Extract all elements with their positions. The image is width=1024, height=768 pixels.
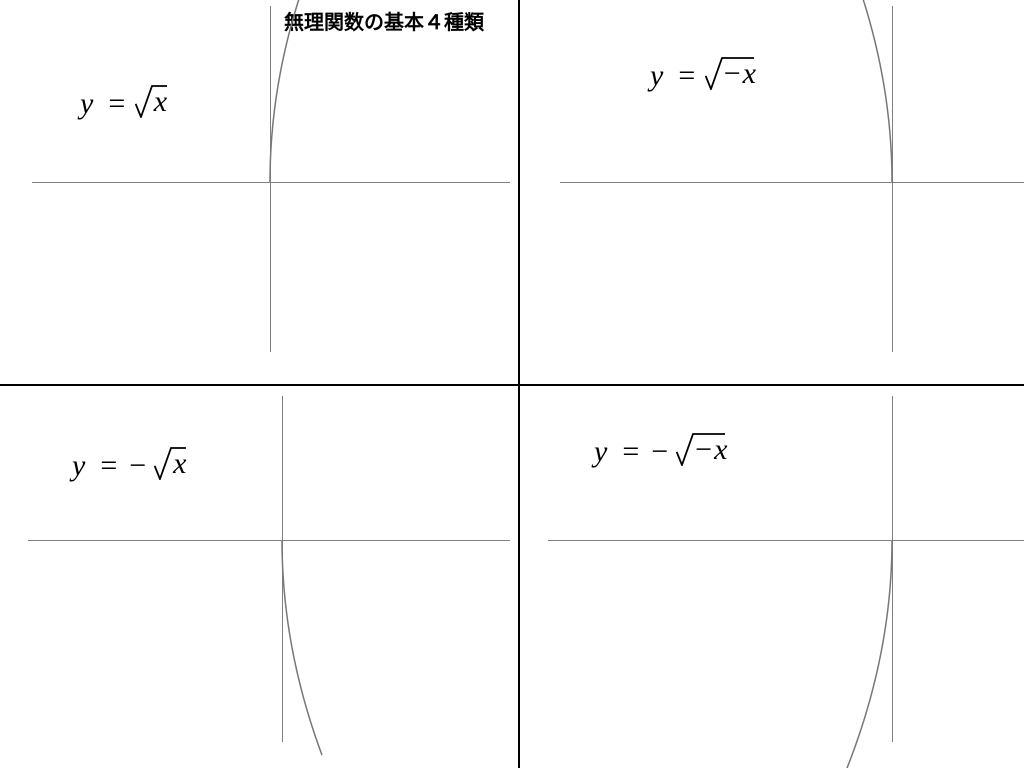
equation-label: y=−−x (594, 426, 725, 469)
page: 無理関数の基本４種類 y=xy=−xy=−xy=−−x (0, 0, 1024, 768)
sqrt-curve (0, 0, 1024, 768)
